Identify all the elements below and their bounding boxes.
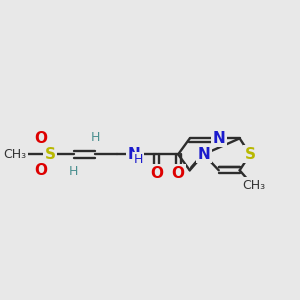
- Text: O: O: [150, 166, 163, 181]
- Text: N: N: [212, 131, 225, 146]
- Text: O: O: [34, 131, 47, 146]
- Text: N: N: [128, 147, 140, 162]
- Text: H: H: [69, 165, 78, 178]
- Text: CH₃: CH₃: [3, 148, 26, 161]
- Text: O: O: [34, 163, 47, 178]
- Text: H: H: [134, 153, 143, 166]
- Text: CH₃: CH₃: [242, 178, 265, 192]
- Text: O: O: [172, 166, 184, 181]
- Text: S: S: [44, 147, 56, 162]
- Text: H: H: [91, 131, 100, 144]
- Text: S: S: [244, 147, 256, 162]
- Text: N: N: [197, 147, 210, 162]
